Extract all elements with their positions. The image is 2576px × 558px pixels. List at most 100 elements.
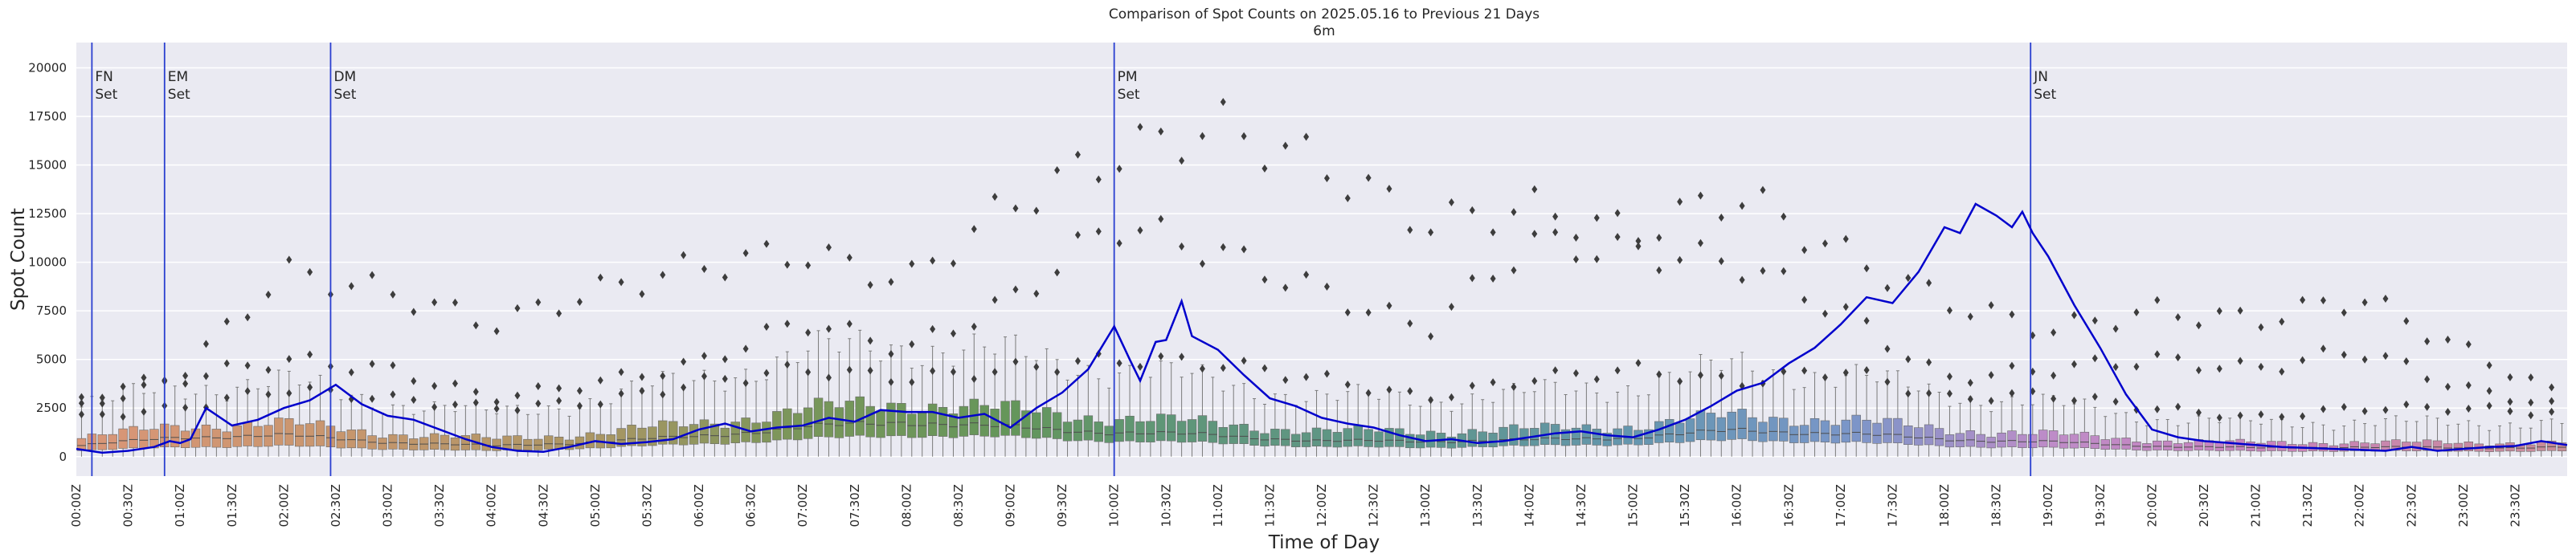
box-plot [170, 385, 180, 457]
box-plot [1094, 378, 1104, 457]
outlier-point [1428, 332, 1434, 340]
outlier-point [1656, 370, 1662, 379]
outlier-point [556, 384, 562, 393]
outlier-point [2424, 402, 2431, 411]
outlier-point [1054, 368, 1061, 377]
outlier-point [825, 243, 832, 252]
outlier-point [2403, 316, 2410, 325]
outlier-point [141, 373, 147, 382]
outlier-point [639, 373, 645, 381]
outlier-point [1656, 234, 1662, 242]
outlier-point [2528, 373, 2534, 382]
outlier-point [2382, 352, 2389, 360]
outlier-point [2051, 394, 2057, 403]
outlier-point [265, 290, 272, 299]
outlier-point [576, 386, 583, 395]
x-tick-label: 05:00Z [588, 484, 603, 527]
outlier-point [1614, 366, 1621, 375]
x-tick-label: 14:30Z [1574, 484, 1589, 527]
x-tick-label: 19:00Z [2041, 484, 2055, 527]
outlier-point [2133, 308, 2140, 316]
outlier-point [1344, 381, 1351, 389]
outlier-point [1781, 212, 1787, 221]
box-plot [1135, 377, 1145, 457]
outlier-point [618, 368, 624, 377]
outlier-point [950, 368, 956, 377]
outlier-point [2112, 363, 2119, 372]
outlier-point [390, 390, 396, 399]
outlier-point [99, 410, 105, 419]
x-tick-label: 00:30Z [121, 484, 136, 527]
outlier-point [2465, 404, 2472, 413]
outlier-point [867, 336, 873, 345]
outlier-point [369, 271, 375, 279]
outlier-point [1614, 209, 1621, 218]
box-plot [1114, 373, 1124, 457]
outlier-point [452, 400, 458, 409]
outlier-point [1511, 208, 1517, 217]
box-plot [1322, 393, 1332, 457]
x-tick-label: 09:30Z [1055, 484, 1069, 527]
outlier-point [369, 360, 375, 369]
box-plot [2546, 418, 2557, 457]
box-plot [1281, 393, 1290, 457]
outlier-point [2258, 410, 2264, 419]
box-plot [336, 399, 346, 457]
outlier-point [701, 264, 707, 273]
outlier-point [1946, 372, 1952, 381]
box-plot [2453, 423, 2464, 457]
outlier-point [244, 361, 251, 370]
outlier-point [182, 403, 189, 412]
box-plot [1737, 352, 1747, 457]
x-tick-label: 21:00Z [2249, 484, 2263, 527]
box-plot [222, 400, 232, 457]
outlier-point [742, 249, 749, 258]
outlier-point [1822, 309, 1828, 318]
outlier-point [514, 406, 521, 415]
outlier-point [1511, 382, 1517, 391]
box-plot [1260, 404, 1270, 457]
outlier-point [2133, 362, 2140, 371]
box-plot [917, 365, 927, 457]
outlier-point [1323, 173, 1330, 182]
outlier-point [2465, 381, 2472, 389]
outlier-point [120, 382, 126, 391]
outlier-point [1926, 358, 1932, 367]
outlier-point [2528, 411, 2534, 420]
outlier-point [2258, 362, 2264, 371]
x-tick-label: 11:00Z [1211, 484, 1225, 527]
box-plot [2391, 415, 2401, 457]
outlier-point [1012, 285, 1019, 294]
outlier-point [1365, 308, 1372, 317]
box-plot [689, 380, 699, 457]
outlier-point [2300, 295, 2306, 304]
box-plot [1311, 389, 1322, 457]
outlier-point [1697, 238, 1703, 247]
outlier-point [1303, 132, 1310, 141]
box-plot [1000, 336, 1010, 457]
outlier-point [1282, 376, 1289, 385]
outlier-point [971, 375, 977, 384]
x-tick-label: 08:00Z [899, 484, 914, 527]
box-plot [1499, 389, 1508, 457]
outlier-point [1490, 378, 1496, 387]
outlier-point [576, 401, 583, 410]
outlier-point [681, 357, 687, 366]
x-tick-label: 01:30Z [225, 484, 239, 527]
outlier-point [182, 371, 189, 380]
box-plot [264, 385, 273, 457]
x-tick-label: 14:00Z [1522, 484, 1536, 527]
outlier-point [2216, 307, 2222, 316]
x-tick-label: 20:30Z [2197, 484, 2211, 527]
event-label: Set [2034, 87, 2056, 103]
box-plot [1332, 400, 1343, 457]
outlier-point [1801, 366, 1808, 375]
outlier-point [1220, 364, 1226, 373]
outlier-point [1407, 319, 1413, 328]
event-lines: FN Set EM Set DM Set PM Set JN Set [91, 43, 2056, 476]
y-tick-label: 2500 [36, 401, 67, 415]
outlier-point [493, 397, 500, 406]
outlier-point [867, 366, 873, 375]
series-line [76, 202, 2568, 454]
outlier-point [2549, 407, 2555, 416]
